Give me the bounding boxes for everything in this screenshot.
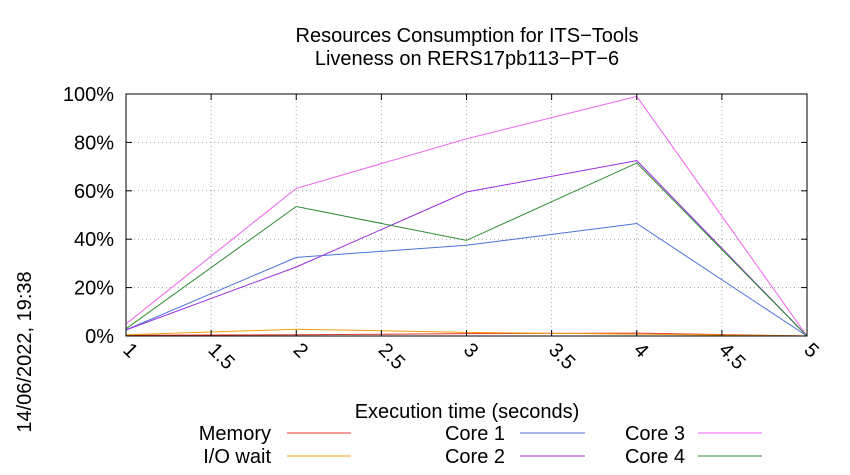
- y-tick-label-1: 20%: [74, 278, 114, 300]
- legend-label-core-1: Core 1: [445, 423, 505, 445]
- timestamp-label: 14/06/2022, 19:38: [14, 271, 36, 432]
- x-tick-label-5: 3.5: [544, 339, 579, 374]
- legend-label-memory: Memory: [199, 423, 271, 445]
- legend-label-i-o-wait: I/O wait: [203, 446, 271, 468]
- y-tick-label-4: 80%: [74, 132, 114, 154]
- series-line-core-3: [125, 95, 808, 337]
- x-axis-label: Execution time (seconds): [355, 401, 580, 423]
- x-tick-label-8: 5: [799, 339, 822, 362]
- x-tick-label-2: 2: [289, 339, 312, 362]
- y-tick-label-3: 60%: [74, 181, 114, 203]
- series-line-core-2: [125, 160, 808, 337]
- x-tick-label-1: 1.5: [204, 339, 239, 374]
- legend-label-core-3: Core 3: [625, 423, 685, 445]
- y-tick-label-0: 0%: [85, 326, 114, 348]
- legend-label-core-4: Core 4: [625, 446, 685, 468]
- x-tick-label-4: 3: [459, 339, 482, 362]
- x-tick-label-6: 4: [629, 339, 652, 362]
- grid: [126, 94, 807, 336]
- x-tick-label-7: 4.5: [714, 339, 749, 374]
- chart-title: Resources Consumption for ITS−Tools: [296, 25, 639, 47]
- series-line-core-4: [125, 162, 808, 337]
- series-line-core-1: [125, 222, 808, 337]
- series-lines: [125, 95, 808, 337]
- legend-label-core-2: Core 2: [445, 446, 505, 468]
- chart-subtitle: Liveness on RERS17pb113−PT−6: [315, 48, 619, 70]
- y-axis-ticks: 0% 20% 40% 60% 80% 100%: [63, 84, 807, 348]
- x-tick-label-3: 2.5: [374, 339, 409, 374]
- x-tick-label-0: 1: [118, 339, 141, 362]
- y-tick-label-5: 100%: [63, 84, 114, 106]
- y-tick-label-2: 40%: [74, 229, 114, 251]
